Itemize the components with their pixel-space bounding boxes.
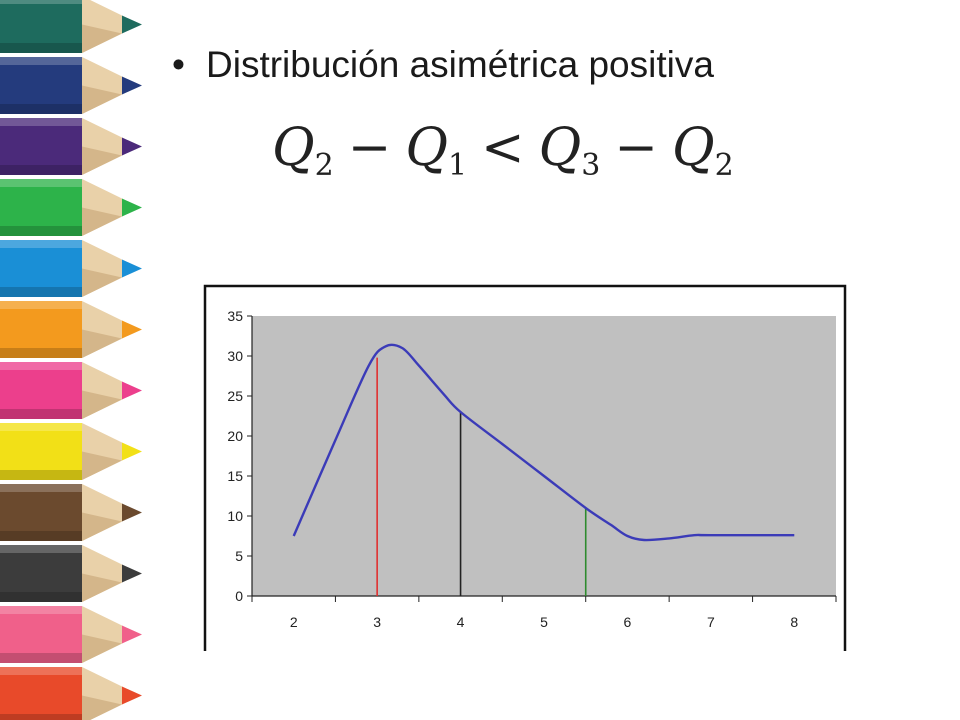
pencil-icon <box>0 179 142 236</box>
skew-chart: 0 5 10 15 20 25 30 35 2 3 4 5 6 7 8 <box>203 284 847 651</box>
formula-operator: < <box>481 118 525 178</box>
x-tick-label: 3 <box>373 614 381 630</box>
y-tick-label: 0 <box>235 588 243 604</box>
pencil-icon <box>0 484 142 541</box>
pencil-icon <box>0 362 142 419</box>
y-tick-label: 15 <box>227 468 243 484</box>
formula-term: Q <box>538 118 582 178</box>
bullet-point: • Distribución asimétrica positiva <box>172 44 714 86</box>
formula-subscript: 3 <box>581 148 601 183</box>
formula-term: Q <box>272 118 315 178</box>
x-tick-label: 2 <box>290 614 298 630</box>
x-tick-label: 4 <box>457 614 465 630</box>
formula-subscript: 2 <box>314 148 334 183</box>
y-tick-label: 20 <box>227 428 243 444</box>
formula-subscript: 1 <box>447 148 468 183</box>
y-tick-label: 10 <box>227 508 243 524</box>
formula-subscript: 2 <box>714 148 734 183</box>
x-tick-label: 7 <box>707 614 715 630</box>
x-tick-label: 6 <box>624 614 632 630</box>
pencil-icon <box>0 423 142 480</box>
pencil-icon <box>0 240 142 297</box>
distribution-curve <box>292 343 795 542</box>
plot-area <box>252 316 836 596</box>
y-tick-label: 5 <box>235 548 243 564</box>
colored-pencils-border <box>0 0 142 720</box>
bullet-icon: • <box>172 44 185 85</box>
y-tick-label: 35 <box>227 308 243 324</box>
pencil-icon <box>0 301 142 358</box>
formula-operator: − <box>347 118 392 178</box>
x-tick-label: 5 <box>540 614 548 630</box>
pencil-icon <box>0 57 142 114</box>
pencil-icon <box>0 545 142 602</box>
formula-term: Q <box>671 118 715 178</box>
quartile-formula: Q2− Q1 < Q3− Q2 <box>272 118 734 183</box>
y-tick-label: 30 <box>227 348 243 364</box>
pencil-icon <box>0 667 142 720</box>
pencil-icon <box>0 0 142 53</box>
formula-term: Q <box>405 118 448 178</box>
bullet-text: Distribución asimétrica positiva <box>206 44 714 85</box>
y-tick-label: 25 <box>227 388 243 404</box>
pencil-icon <box>0 606 142 663</box>
pencil-icon <box>0 118 142 175</box>
x-tick-label: 8 <box>790 614 798 630</box>
formula-operator: − <box>614 118 658 178</box>
